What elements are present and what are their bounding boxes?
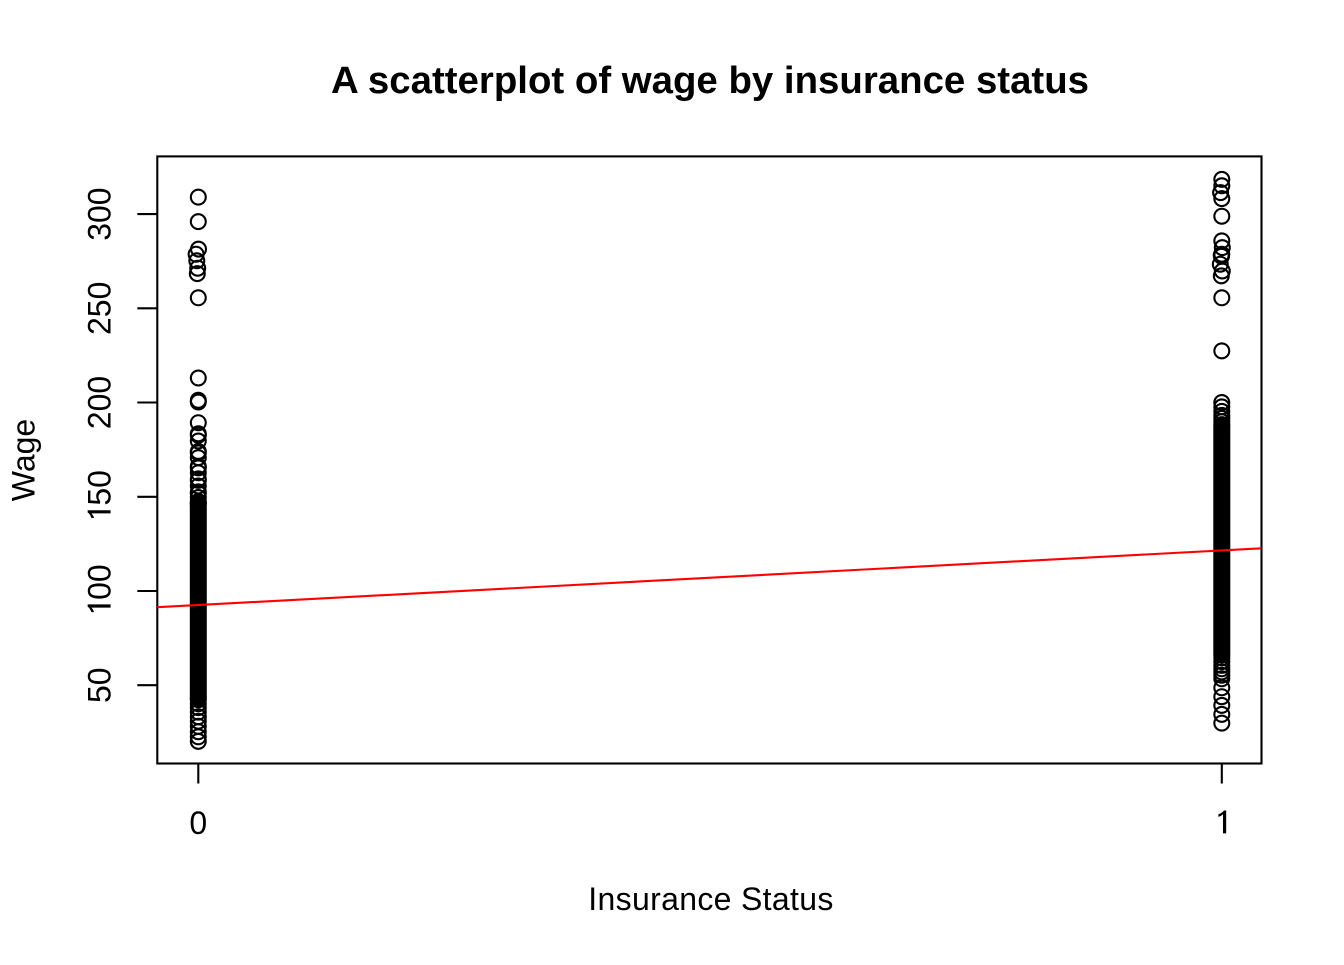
svg-text:Wage: Wage (6, 419, 42, 501)
svg-text:00: 00 (82, 564, 118, 600)
svg-text:50: 50 (82, 470, 118, 506)
svg-text:200: 200 (82, 376, 118, 429)
svg-text:Insurance Status: Insurance Status (588, 881, 833, 917)
svg-text:300: 300 (82, 187, 118, 240)
svg-text:50: 50 (82, 667, 118, 703)
svg-text:0: 0 (189, 805, 207, 841)
svg-text:250: 250 (82, 282, 118, 335)
svg-text:A scatterplot of wage by insur: A scatterplot of wage by insurance statu… (331, 59, 1089, 102)
